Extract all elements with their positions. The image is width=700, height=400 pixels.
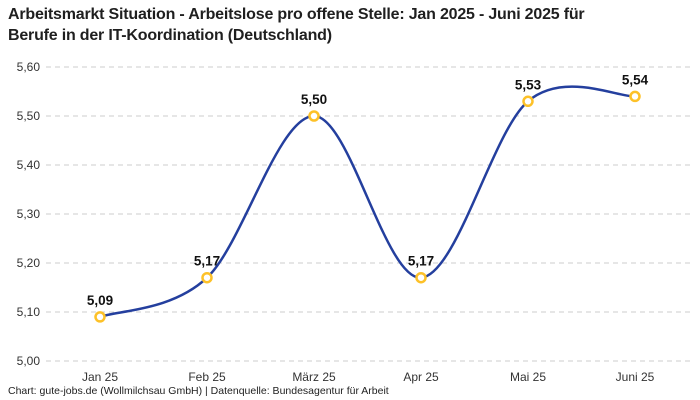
data-point-value-label: 5,53 — [515, 77, 542, 92]
data-series-line — [98, 85, 637, 319]
data-point-marker — [201, 271, 213, 284]
data-point-marker — [522, 95, 534, 108]
chart-footer: Chart: gute-jobs.de (Wollmilchsau GmbH) … — [8, 385, 389, 397]
x-axis-tick-label: Feb 25 — [188, 370, 226, 384]
data-point-marker — [94, 311, 106, 323]
data-point-marker — [415, 271, 427, 284]
data-point-value-label: 5,50 — [301, 92, 327, 107]
y-axis-tick-label: 5,50 — [17, 109, 41, 123]
data-point-value-label: 5,17 — [408, 254, 434, 269]
y-axis-tick-label: 5,40 — [17, 158, 41, 172]
data-point-value-label: 5,54 — [622, 72, 649, 87]
data-point-marker — [308, 110, 320, 122]
x-axis-tick-label: Jan 25 — [82, 370, 118, 384]
x-axis-tick-label: Mai 25 — [510, 370, 546, 384]
data-point-value-label: 5,17 — [194, 254, 220, 269]
data-point-value-label: 5,09 — [87, 293, 113, 308]
y-axis-tick-label: 5,60 — [17, 60, 41, 74]
y-axis-tick-label: 5,30 — [17, 207, 41, 221]
y-axis-tick-label: 5,00 — [17, 354, 41, 368]
y-axis-tick-label: 5,10 — [17, 305, 41, 319]
data-point-marker — [629, 90, 641, 103]
x-axis-tick-label: Apr 25 — [403, 370, 439, 384]
chart-title: Arbeitsmarkt Situation - Arbeitslose pro… — [8, 4, 585, 46]
x-axis-tick-label: Juni 25 — [616, 370, 655, 384]
chart-title-line-2: Berufe in der IT-Koordination (Deutschla… — [8, 27, 332, 44]
y-axis-tick-label: 5,20 — [17, 256, 41, 270]
x-axis-tick-label: März 25 — [292, 370, 336, 384]
chart-title-line-1: Arbeitsmarkt Situation - Arbeitslose pro… — [8, 6, 585, 23]
